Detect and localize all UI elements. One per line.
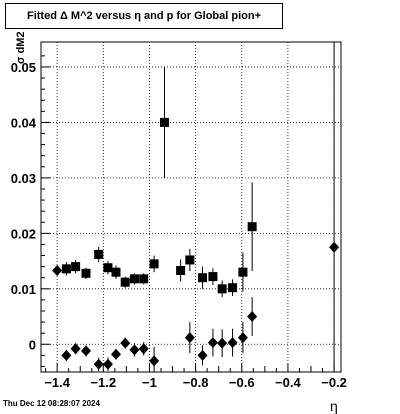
data-point-diamond <box>237 332 248 344</box>
data-point-square <box>71 262 81 272</box>
x-tick-label: −0.2 <box>321 375 347 390</box>
data-point-diamond <box>184 332 195 344</box>
data-point-diamond <box>129 344 140 356</box>
data-point-diamond <box>149 355 160 367</box>
data-point-diamond <box>138 343 149 355</box>
data-point-diamond <box>227 337 238 349</box>
data-point-diamond <box>52 265 63 277</box>
data-point-square <box>238 267 248 277</box>
x-tick-label: −0.8 <box>183 375 209 390</box>
data-point-square <box>111 267 121 277</box>
x-tick-label: −1 <box>142 375 157 390</box>
data-point-diamond <box>217 337 228 349</box>
y-tick-label: 0 <box>29 337 36 352</box>
data-point-square <box>61 264 71 274</box>
y-tick-label: 0.02 <box>11 226 36 241</box>
y-tick-label: 0.01 <box>11 282 36 297</box>
data-point-diamond <box>70 343 81 355</box>
data-point-square <box>198 273 208 283</box>
timestamp-footer: Thu Dec 12 08:28:07 2024 <box>3 399 100 408</box>
x-axis-label: η <box>330 398 338 414</box>
data-point-square <box>129 274 139 284</box>
axes: −1.4 −1.2 −1 −0.8 −0.6 −0.4 −0.2 0 0.01 0.02 0.03 0… <box>11 41 347 390</box>
data-point-diamond <box>102 358 113 370</box>
data-markers <box>52 42 340 372</box>
data-point-square <box>94 249 104 259</box>
data-point-diamond <box>81 345 91 357</box>
data-point-diamond <box>111 348 121 360</box>
y-tick-label: 0.04 <box>11 115 37 130</box>
data-point-diamond <box>329 241 340 253</box>
grid-lines <box>41 42 341 372</box>
x-tick-label: −0.6 <box>229 375 255 390</box>
data-point-square <box>208 272 218 282</box>
data-point-diamond <box>247 311 258 323</box>
y-tick-label: 0.03 <box>11 171 36 186</box>
data-point-diamond <box>207 337 218 349</box>
data-point-square <box>139 274 149 284</box>
chart-title-box: Fitted Δ M^2 versus η and p for Global p… <box>5 3 283 29</box>
plot-frame <box>40 41 342 373</box>
data-point-square <box>228 283 238 293</box>
data-point-square <box>185 255 195 265</box>
x-tick-label: −1.2 <box>90 375 116 390</box>
data-point-square <box>159 117 169 127</box>
x-tick-label: −0.4 <box>275 375 301 390</box>
data-point-square <box>103 263 113 273</box>
y-tick-label: 0.05 <box>11 60 36 75</box>
data-point-diamond <box>93 358 104 370</box>
data-point-square <box>217 284 227 294</box>
data-point-square <box>81 268 91 278</box>
data-point-square <box>149 259 159 269</box>
x-tick-label: −1.4 <box>44 375 70 390</box>
chart-title: Fitted Δ M^2 versus η and p for Global p… <box>26 10 262 22</box>
data-point-diamond <box>197 349 208 361</box>
data-point-square <box>176 266 186 276</box>
data-point-diamond <box>120 337 131 349</box>
y-axis-label: σ dM2 <box>15 31 27 64</box>
data-point-diamond <box>61 349 72 361</box>
data-point-square <box>120 277 130 287</box>
data-point-square <box>247 222 257 232</box>
